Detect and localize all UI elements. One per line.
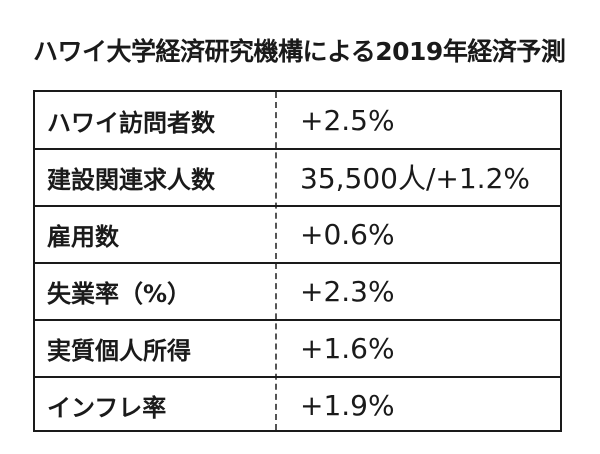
row-value-construction-jobs: 35,500人/+1.2% xyxy=(300,162,531,195)
row-value-inflation: +1.9% xyxy=(300,388,395,422)
table-row: 失業率（%） +2.3% xyxy=(35,262,560,318)
row-value-visitors: +2.5% xyxy=(300,103,395,137)
row-label-construction-jobs: 建設関連求人数 xyxy=(47,165,215,194)
row-value-real-income: +1.6% xyxy=(300,331,395,365)
table-row: ハワイ訪問者数 +2.5% xyxy=(35,92,560,148)
table-row: 実質個人所得 +1.6% xyxy=(35,319,560,375)
column-divider xyxy=(275,92,277,430)
table-row: 雇用数 +0.6% xyxy=(35,205,560,261)
row-label-visitors: ハワイ訪問者数 xyxy=(47,108,215,137)
row-label-inflation: インフレ率 xyxy=(47,393,167,422)
row-value-employment: +0.6% xyxy=(300,217,395,251)
table-row: インフレ率 +1.9% xyxy=(35,376,560,432)
row-label-real-income: 実質個人所得 xyxy=(47,336,191,365)
page-title: ハワイ大学経済研究機構による2019年経済予測 xyxy=(33,37,566,66)
table-row: 建設関連求人数 35,500人/+1.2% xyxy=(35,148,560,204)
row-label-employment: 雇用数 xyxy=(47,222,119,251)
forecast-table: ハワイ訪問者数 +2.5% 建設関連求人数 35,500人/+1.2% 雇用数 … xyxy=(33,90,562,432)
row-label-unemployment: 失業率（%） xyxy=(47,279,192,308)
row-value-unemployment: +2.3% xyxy=(300,274,395,308)
